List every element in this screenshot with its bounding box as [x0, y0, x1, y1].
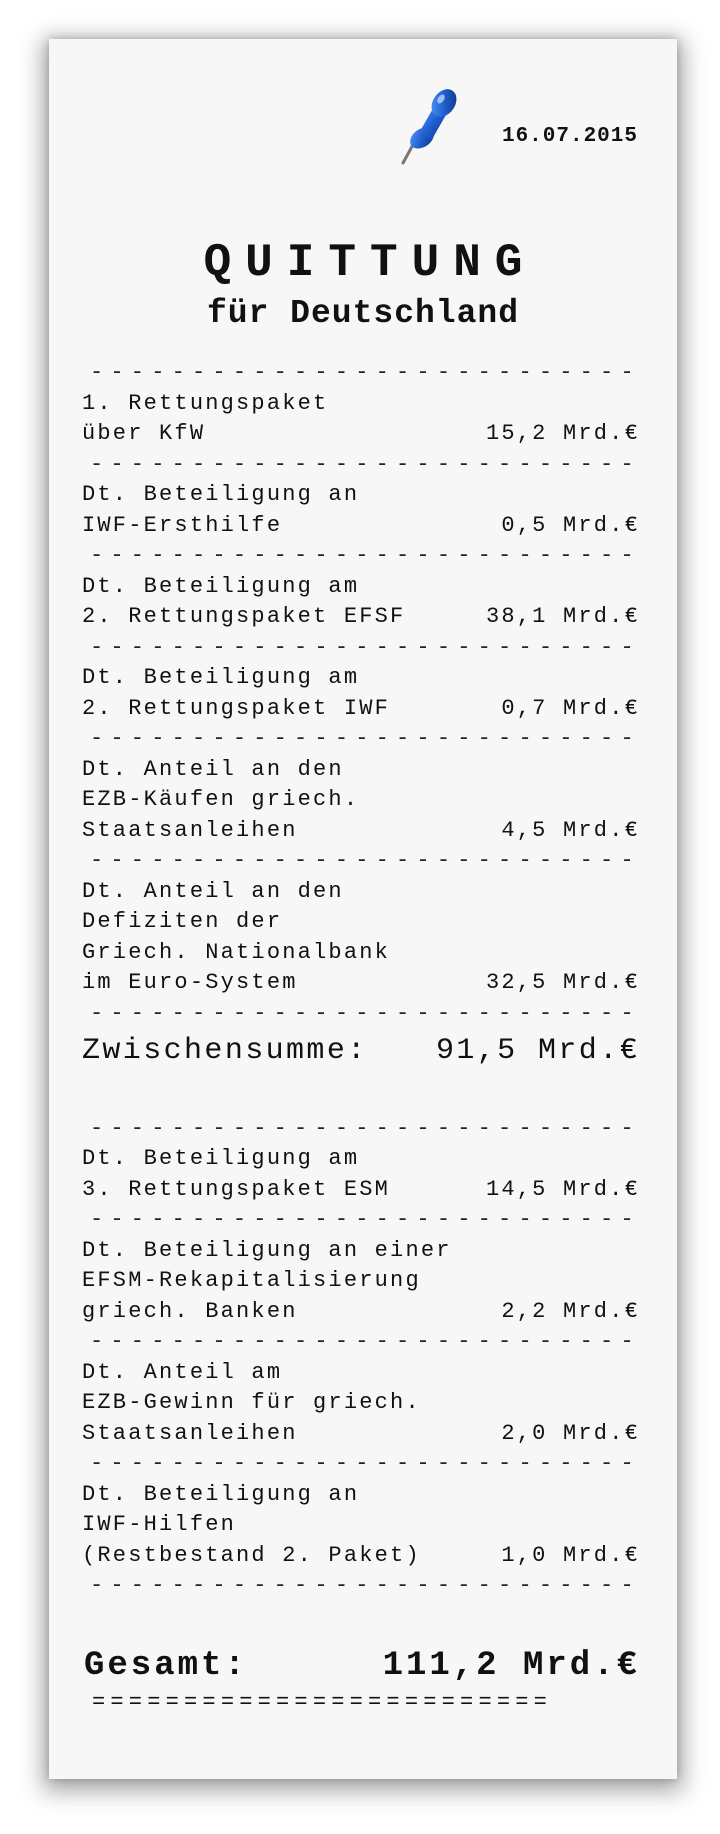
- separator: ----------------------------: [90, 1573, 640, 1598]
- separator: ----------------------------: [90, 1115, 640, 1141]
- item-description-line: IWF-Ersthilfe: [82, 512, 283, 538]
- separator: ----------------------------: [90, 1329, 640, 1354]
- item-description-line: im Euro-System: [82, 970, 298, 995]
- item-description-line: Dt. Anteil an den: [82, 756, 344, 782]
- line-item: Dt. Anteil am EZB-Gewinn für griech. Staat…: [82, 1358, 640, 1450]
- items-part1: 1. Rettungspaket über KfW 15,2 Mrd.€ ------…: [82, 389, 640, 1030]
- line-item: 1. Rettungspaket über KfW 15,2 Mrd.€: [82, 389, 640, 450]
- line-item: Dt. Anteil an den Defiziten der Griech. Na…: [82, 877, 640, 999]
- separator: ----------------------------: [90, 726, 640, 751]
- line-item: Dt. Beteiligung am 3. Rettungspaket ESM 14…: [82, 1144, 640, 1205]
- separator: ----------------------------: [90, 848, 640, 873]
- item-description-line: Staatsanleihen: [82, 1420, 298, 1446]
- items-part2: Dt. Beteiligung am 3. Rettungspaket ESM 14…: [82, 1144, 640, 1602]
- line-item: Dt. Beteiligung an IWF-Ersthilfe 0,5 Mrd.€: [82, 480, 640, 541]
- item-description-line: Staatsanleihen: [82, 817, 298, 843]
- item-description-line: EFSM-Rekapitalisierung: [82, 1268, 421, 1293]
- line-item: Dt. Anteil an den EZB-Käufen griech. Staat…: [82, 755, 640, 847]
- receipt-title: QUITTUNG: [203, 237, 537, 289]
- subtotal-row: Zwischensumme: 91,5 Mrd.€: [82, 1029, 640, 1114]
- line-item: Dt. Beteiligung an IWF-Hilfen (Restbestand…: [82, 1480, 640, 1572]
- item-description-line: 2. Rettungspaket EFSF: [82, 604, 406, 629]
- item-description-line: Dt. Beteiligung am: [82, 1146, 360, 1171]
- item-description-line: EZB-Käufen griech.: [82, 787, 360, 812]
- line-item: Dt. Beteiligung an einer EFSM-Rekapitalis…: [82, 1236, 640, 1328]
- separator: ----------------------------: [90, 451, 640, 477]
- subtotal-label: Zwischensumme:: [82, 1034, 368, 1068]
- item-description-line: Dt. Beteiligung am: [82, 573, 360, 599]
- item-description-line: (Restbestand 2. Paket): [82, 1542, 421, 1568]
- line-item: Dt. Beteiligung am 2. Rettungspaket EFSF 3…: [82, 572, 640, 633]
- item-amount: 2,2 Mrd.€: [501, 1298, 640, 1324]
- total-label: Gesamt:: [84, 1646, 248, 1685]
- separator: ----------------------------: [90, 360, 640, 385]
- item-amount: 32,5 Mrd.€: [485, 970, 640, 995]
- item-description-line: Dt. Beteiligung an einer: [82, 1237, 452, 1263]
- item-description-line: Dt. Anteil am: [82, 1359, 283, 1385]
- item-description-line: 3. Rettungspaket ESM: [82, 1176, 391, 1202]
- separator: ----------------------------: [90, 634, 640, 660]
- item-amount: 2,0 Mrd.€: [501, 1420, 640, 1446]
- item-description-line: EZB-Gewinn für griech.: [82, 1390, 421, 1415]
- item-description-line: Dt. Beteiligung am: [82, 665, 360, 690]
- item-amount: 4,5 Mrd.€: [501, 817, 640, 843]
- item-description-line: Dt. Anteil an den: [82, 878, 344, 904]
- item-description-line: über KfW: [82, 421, 206, 446]
- item-amount: 15,2 Mrd.€: [485, 421, 640, 446]
- item-amount: 1,0 Mrd.€: [501, 1542, 640, 1568]
- receipt-paper: 16.07.2015 QUITTUNG für Deutschland ----…: [49, 39, 677, 1779]
- total-value: 111,2 Mrd.€: [382, 1646, 640, 1685]
- item-amount: 0,7 Mrd.€: [501, 695, 640, 721]
- total-row: Gesamt: 111,2 Mrd.€: [82, 1602, 640, 1689]
- item-description-line: IWF-Hilfen: [82, 1512, 237, 1537]
- receipt-subtitle: für Deutschland: [206, 295, 520, 332]
- subtotal-value: 91,5 Mrd.€: [435, 1034, 640, 1068]
- pushpin-icon: [401, 89, 457, 165]
- double-separator: =========================: [92, 1690, 553, 1716]
- item-amount: 14,5 Mrd.€: [485, 1176, 640, 1202]
- item-description-line: Griech. Nationalbank: [82, 939, 391, 965]
- receipt-date: 16.07.2015: [501, 125, 638, 148]
- item-description-line: griech. Banken: [82, 1298, 298, 1324]
- item-description-line: Dt. Beteiligung an: [82, 482, 360, 507]
- separator: ----------------------------: [90, 1000, 640, 1026]
- separator: ----------------------------: [90, 1451, 640, 1476]
- item-description-line: 1. Rettungspaket: [82, 390, 329, 416]
- item-amount: 0,5 Mrd.€: [501, 512, 640, 538]
- item-amount: 38,1 Mrd.€: [485, 604, 640, 629]
- receipt-body: ---------------------------- 1. Rettungs…: [82, 358, 640, 1719]
- separator: ----------------------------: [90, 543, 640, 568]
- item-description-line: Defiziten der: [82, 909, 283, 934]
- item-description-line: Dt. Beteiligung an: [82, 1481, 360, 1507]
- separator: ----------------------------: [90, 1207, 640, 1232]
- line-item: Dt. Beteiligung am 2. Rettungspaket IWF 0,…: [82, 663, 640, 724]
- item-description-line: 2. Rettungspaket IWF: [82, 695, 391, 721]
